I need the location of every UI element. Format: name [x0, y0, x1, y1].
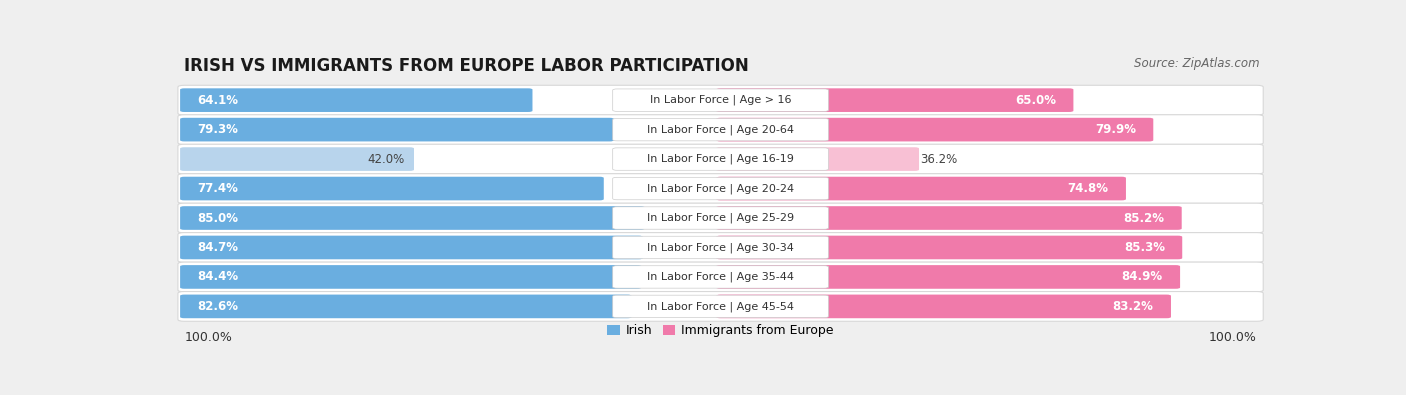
Text: 84.9%: 84.9%: [1122, 271, 1163, 284]
Text: 83.2%: 83.2%: [1112, 300, 1153, 313]
FancyBboxPatch shape: [716, 177, 1126, 200]
Text: 82.6%: 82.6%: [197, 300, 239, 313]
Text: 77.4%: 77.4%: [197, 182, 239, 195]
Text: 64.1%: 64.1%: [197, 94, 239, 107]
Text: In Labor Force | Age 25-29: In Labor Force | Age 25-29: [647, 213, 794, 223]
FancyBboxPatch shape: [179, 174, 1263, 203]
FancyBboxPatch shape: [613, 266, 828, 288]
FancyBboxPatch shape: [179, 144, 1263, 174]
FancyBboxPatch shape: [613, 177, 828, 200]
Text: In Labor Force | Age 20-24: In Labor Force | Age 20-24: [647, 183, 794, 194]
Text: Source: ZipAtlas.com: Source: ZipAtlas.com: [1135, 56, 1260, 70]
FancyBboxPatch shape: [613, 236, 828, 259]
FancyBboxPatch shape: [716, 265, 1180, 289]
Text: 84.7%: 84.7%: [197, 241, 239, 254]
Text: In Labor Force | Age 30-34: In Labor Force | Age 30-34: [647, 242, 794, 253]
FancyBboxPatch shape: [179, 203, 1263, 233]
Text: In Labor Force | Age 20-64: In Labor Force | Age 20-64: [647, 124, 794, 135]
FancyBboxPatch shape: [180, 177, 603, 200]
Text: In Labor Force | Age 45-54: In Labor Force | Age 45-54: [647, 301, 794, 312]
Text: 100.0%: 100.0%: [184, 331, 232, 344]
FancyBboxPatch shape: [180, 236, 643, 259]
FancyBboxPatch shape: [613, 148, 828, 170]
FancyBboxPatch shape: [716, 118, 1153, 141]
FancyBboxPatch shape: [180, 295, 631, 318]
FancyBboxPatch shape: [179, 292, 1263, 321]
FancyBboxPatch shape: [613, 118, 828, 141]
Text: IRISH VS IMMIGRANTS FROM EUROPE LABOR PARTICIPATION: IRISH VS IMMIGRANTS FROM EUROPE LABOR PA…: [184, 56, 749, 75]
FancyBboxPatch shape: [180, 147, 413, 171]
FancyBboxPatch shape: [179, 233, 1263, 262]
FancyBboxPatch shape: [613, 207, 828, 229]
Text: 36.2%: 36.2%: [920, 152, 957, 166]
Text: In Labor Force | Age 16-19: In Labor Force | Age 16-19: [647, 154, 794, 164]
Text: 79.9%: 79.9%: [1095, 123, 1136, 136]
Text: 42.0%: 42.0%: [367, 152, 404, 166]
FancyBboxPatch shape: [716, 206, 1181, 230]
Text: 100.0%: 100.0%: [1209, 331, 1257, 344]
FancyBboxPatch shape: [716, 147, 920, 171]
FancyBboxPatch shape: [180, 265, 641, 289]
Text: 65.0%: 65.0%: [1015, 94, 1056, 107]
Text: 85.3%: 85.3%: [1123, 241, 1164, 254]
FancyBboxPatch shape: [179, 262, 1263, 292]
Legend: Irish, Immigrants from Europe: Irish, Immigrants from Europe: [602, 319, 839, 342]
FancyBboxPatch shape: [716, 236, 1182, 259]
FancyBboxPatch shape: [179, 85, 1263, 115]
FancyBboxPatch shape: [180, 118, 614, 141]
Text: In Labor Force | Age > 16: In Labor Force | Age > 16: [650, 95, 792, 105]
Text: 79.3%: 79.3%: [197, 123, 239, 136]
FancyBboxPatch shape: [716, 295, 1171, 318]
FancyBboxPatch shape: [179, 115, 1263, 145]
Text: 84.4%: 84.4%: [197, 271, 239, 284]
FancyBboxPatch shape: [180, 88, 533, 112]
FancyBboxPatch shape: [613, 295, 828, 318]
Text: 85.0%: 85.0%: [197, 211, 239, 224]
FancyBboxPatch shape: [716, 88, 1073, 112]
Text: 74.8%: 74.8%: [1067, 182, 1108, 195]
FancyBboxPatch shape: [613, 89, 828, 111]
Text: 85.2%: 85.2%: [1123, 211, 1164, 224]
Text: In Labor Force | Age 35-44: In Labor Force | Age 35-44: [647, 272, 794, 282]
FancyBboxPatch shape: [180, 206, 644, 230]
